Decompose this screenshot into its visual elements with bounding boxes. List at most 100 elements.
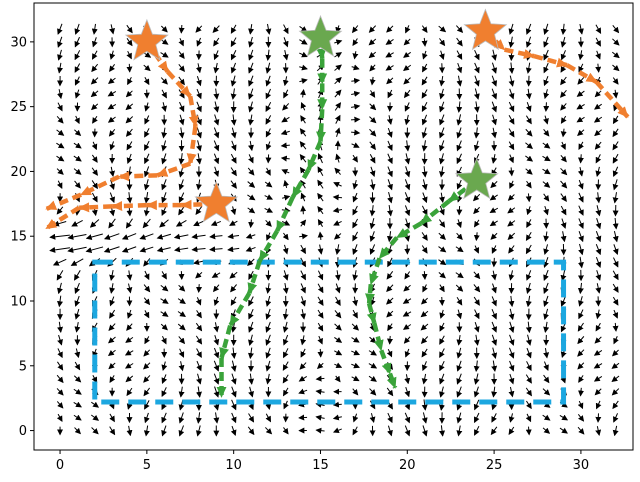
vector-arrow [161,78,167,84]
vector-arrow [510,413,512,421]
vector-arrow [458,114,460,124]
vector-arrow [284,37,287,46]
vector-arrow [50,248,70,251]
vector-arrow [544,194,549,201]
trajectory-5 [369,181,477,388]
vector-arrow [267,348,271,358]
vector-arrow [91,415,98,420]
vector-arrow [233,206,235,214]
vector-arrow [57,207,63,214]
vector-arrow [511,296,512,306]
vector-arrow [197,102,201,112]
vector-arrow [493,348,496,358]
vector-arrow [76,296,80,306]
vector-arrow [335,78,341,84]
vector-arrow [387,271,393,279]
vector-arrow [354,414,357,422]
vector-arrow [595,104,602,109]
vector-arrow [127,25,132,32]
vector-arrow [337,154,340,162]
vector-arrow [320,232,321,239]
vector-arrow [424,399,425,409]
vector-arrow [74,402,81,406]
vector-arrow [144,285,150,292]
vector-arrow [213,273,221,278]
vector-arrow [91,219,99,227]
vector-arrow [597,218,600,228]
vector-arrow [268,374,270,384]
vector-arrow [285,309,286,319]
vector-arrow [74,130,80,136]
trajectory-segment [81,177,119,195]
vector-arrow [143,219,150,227]
vector-arrow [249,413,254,421]
vector-arrow [75,50,80,59]
vector-arrow [318,323,322,331]
vector-arrow [492,76,496,86]
vector-arrow [250,141,252,150]
vector-arrow [179,51,184,58]
vector-arrow [493,271,495,280]
vector-arrow [457,233,463,239]
trajectory-3 [485,32,627,118]
vector-arrow [196,336,201,344]
vector-arrow [177,220,187,226]
vector-arrow [109,324,115,331]
vector-arrow [457,51,462,59]
vector-arrow [334,41,341,43]
vector-arrow [389,192,392,202]
vector-arrow [105,247,120,252]
vector-arrow [180,102,184,111]
vector-arrow [527,348,531,358]
vector-arrow [267,24,269,34]
vector-arrow [475,220,479,227]
vector-arrow [162,336,166,343]
vector-arrow [595,337,601,343]
trajectory-segment [190,96,195,126]
vector-arrow [214,50,218,59]
vector-arrow [250,335,253,345]
vector-arrow [561,116,565,123]
vector-arrow [161,312,168,317]
vector-arrow [441,193,443,202]
vector-arrow [301,283,305,292]
vector-arrow [282,131,290,134]
vector-arrow [421,324,428,330]
vector-arrow [441,51,444,59]
vector-arrow [250,387,253,397]
vector-arrow [162,271,166,278]
vector-arrow [93,375,97,382]
vector-arrow [129,426,131,435]
y-tick-label: 25 [10,100,27,115]
vector-arrow [196,26,202,32]
vector-arrow [179,336,185,343]
vector-arrow [109,363,115,368]
vector-arrow [75,428,81,434]
vector-arrow [335,90,341,97]
vector-arrow [301,220,306,226]
vector-arrow [197,297,200,304]
vector-arrow [336,297,341,305]
vector-arrow [543,415,550,420]
vector-arrow [267,233,270,240]
vector-arrow [370,154,375,162]
vector-arrow [424,38,425,46]
vector-arrow [439,220,444,227]
x-tick-label: 15 [312,458,329,473]
vector-arrow [441,153,444,163]
vector-arrow [76,90,79,98]
trajectory-segment [374,323,381,350]
vector-arrow [597,205,599,215]
vector-arrow [197,38,200,46]
vector-arrow [441,76,442,85]
vector-arrow [441,310,443,318]
vector-arrow [300,142,306,149]
trajectory-segment [168,72,191,97]
vector-arrow [59,283,62,293]
vector-arrow [422,206,427,215]
vector-arrow [57,375,63,382]
vector-arrow [405,205,409,215]
vector-arrow [527,50,530,60]
vector-arrow [334,53,341,57]
vector-arrow [612,65,618,70]
